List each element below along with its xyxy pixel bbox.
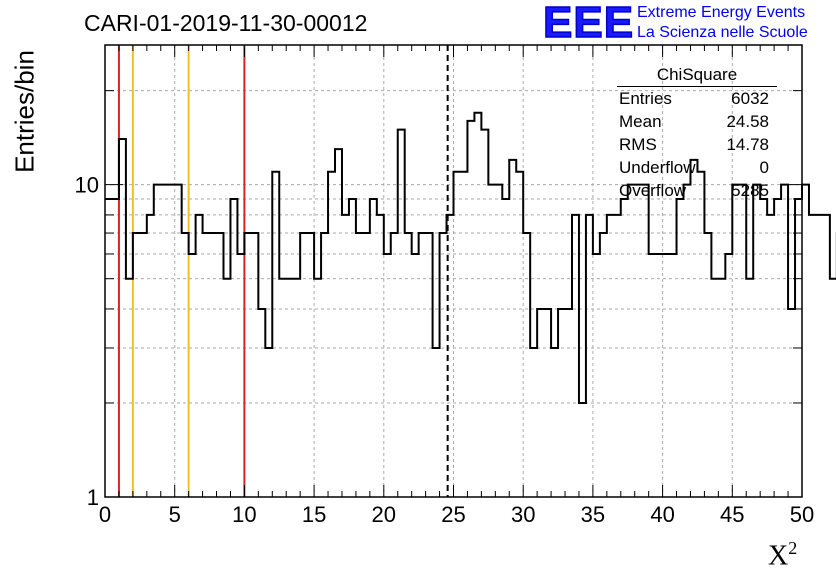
y-axis-title: Entries/bin: [9, 50, 40, 173]
stats-label: Overflow: [619, 181, 687, 200]
x-tick-label: 30: [511, 502, 535, 527]
stats-title: ChiSquare: [617, 64, 777, 87]
stats-row-overflow: Overflow 5285: [611, 179, 777, 202]
stats-value: 6032: [731, 89, 769, 108]
x-tick-label: 35: [581, 502, 605, 527]
x-tick-label: 10: [232, 502, 256, 527]
stats-value: 0: [759, 158, 769, 177]
x-tick-label: 50: [790, 502, 814, 527]
eee-logo: EEE: [542, 0, 635, 47]
x-tick-label: 45: [720, 502, 744, 527]
stats-label: Mean: [619, 112, 662, 131]
stats-label: RMS: [619, 135, 657, 154]
stats-row-mean: Mean 24.58: [611, 110, 777, 133]
x-tick-label: 5: [169, 502, 181, 527]
brand-name: Extreme Energy Events: [637, 4, 806, 21]
brand-tagline: La Scienza nelle Scuole: [637, 24, 808, 41]
axis-ticks: [104, 45, 803, 498]
stats-value: 24.58: [726, 112, 769, 131]
x-axis-symbol: X: [768, 540, 789, 572]
stats-label: Underflow: [619, 158, 696, 177]
stats-row-rms: RMS 14.78: [611, 133, 777, 156]
stats-value: 14.78: [726, 135, 769, 154]
x-tick-label: 0: [99, 502, 111, 527]
y-tick-label: 1: [87, 485, 99, 510]
x-tick-label: 15: [302, 502, 326, 527]
y-tick-label: 10: [75, 173, 99, 198]
x-tick-label: 20: [372, 502, 396, 527]
stats-value: 5285: [731, 181, 769, 200]
tick-labels: 0 5 10 15 20 25 30 35 40 45 50 1 10: [75, 173, 815, 527]
run-title: CARI-01-2019-11-30-00012: [84, 10, 368, 36]
stats-row-underflow: Underflow 0: [611, 156, 777, 179]
histogram-series: [105, 111, 836, 404]
stats-box: ChiSquare Entries 6032 Mean 24.58 RMS 14…: [611, 64, 777, 202]
x-tick-label: 40: [650, 502, 674, 527]
x-axis-superscript: 2: [788, 538, 798, 558]
marker-lines: [117, 45, 449, 497]
x-tick-label: 25: [441, 502, 465, 527]
stats-label: Entries: [619, 89, 672, 108]
stats-row-entries: Entries 6032: [611, 87, 777, 110]
x-axis-title: X2: [768, 538, 797, 572]
